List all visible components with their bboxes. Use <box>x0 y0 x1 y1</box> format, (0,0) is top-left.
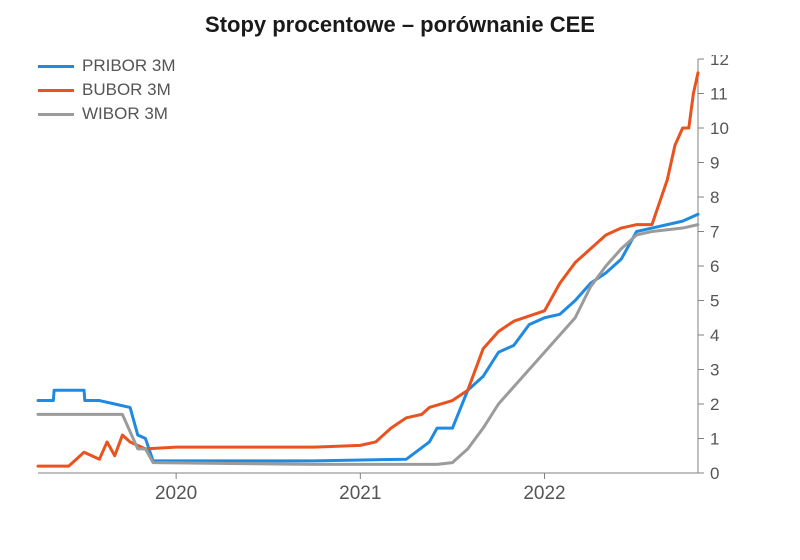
y-tick-label: 5 <box>710 292 719 311</box>
y-tick-label: 9 <box>710 154 719 173</box>
y-tick-label: 3 <box>710 361 719 380</box>
x-tick-label: 2021 <box>339 483 381 504</box>
series-bubor-3m <box>38 73 698 466</box>
x-tick-label: 2020 <box>155 483 197 504</box>
y-tick-label: 4 <box>710 326 719 345</box>
line-chart: 0123456789101112202020212022 <box>30 55 750 555</box>
y-tick-label: 1 <box>710 430 719 449</box>
chart-title: Stopy procentowe – porównanie CEE <box>0 12 800 38</box>
y-tick-label: 6 <box>710 257 719 276</box>
y-tick-label: 10 <box>710 119 729 138</box>
y-tick-label: 11 <box>710 85 728 104</box>
y-tick-label: 12 <box>710 55 729 69</box>
x-tick-label: 2022 <box>523 483 565 504</box>
y-tick-label: 0 <box>710 464 719 483</box>
y-tick-label: 8 <box>710 188 719 207</box>
y-tick-label: 2 <box>710 395 719 414</box>
series-pribor-3m <box>38 214 698 461</box>
y-tick-label: 7 <box>710 223 719 242</box>
